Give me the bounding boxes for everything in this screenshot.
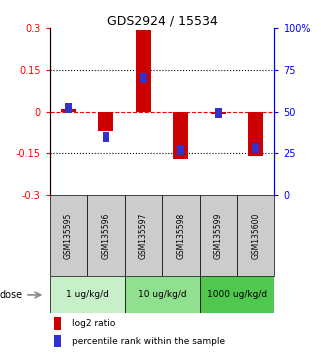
Title: GDS2924 / 15534: GDS2924 / 15534	[107, 14, 218, 27]
Text: log2 ratio: log2 ratio	[72, 319, 116, 328]
Bar	[178, 145, 184, 155]
Text: dose: dose	[0, 290, 23, 300]
Text: GSM135596: GSM135596	[101, 212, 110, 259]
Bar	[125, 195, 162, 276]
Bar	[99, 112, 113, 131]
Bar	[215, 108, 221, 118]
Bar	[125, 276, 200, 313]
Text: percentile rank within the sample: percentile rank within the sample	[72, 337, 225, 346]
Text: GSM135599: GSM135599	[214, 212, 223, 259]
Bar	[211, 112, 226, 114]
Bar	[200, 276, 274, 313]
Text: GSM135598: GSM135598	[176, 212, 185, 259]
Text: GSM135597: GSM135597	[139, 212, 148, 259]
Text: GSM135595: GSM135595	[64, 212, 73, 259]
Bar	[50, 276, 125, 313]
Bar	[54, 317, 61, 330]
Text: 10 ug/kg/d: 10 ug/kg/d	[138, 290, 187, 299]
Text: GSM135600: GSM135600	[251, 212, 260, 259]
Bar	[162, 195, 200, 276]
Bar	[248, 112, 263, 156]
Text: 1 ug/kg/d: 1 ug/kg/d	[66, 290, 108, 299]
Bar	[50, 195, 87, 276]
Bar	[54, 335, 61, 348]
Bar	[237, 195, 274, 276]
Text: 1000 ug/kg/d: 1000 ug/kg/d	[207, 290, 267, 299]
Bar	[252, 143, 259, 153]
Bar	[87, 195, 125, 276]
Bar	[136, 30, 151, 112]
Bar	[103, 132, 109, 142]
Bar	[61, 109, 76, 112]
Bar	[140, 73, 147, 83]
Bar	[200, 195, 237, 276]
Bar	[173, 112, 188, 159]
Bar	[65, 103, 72, 113]
